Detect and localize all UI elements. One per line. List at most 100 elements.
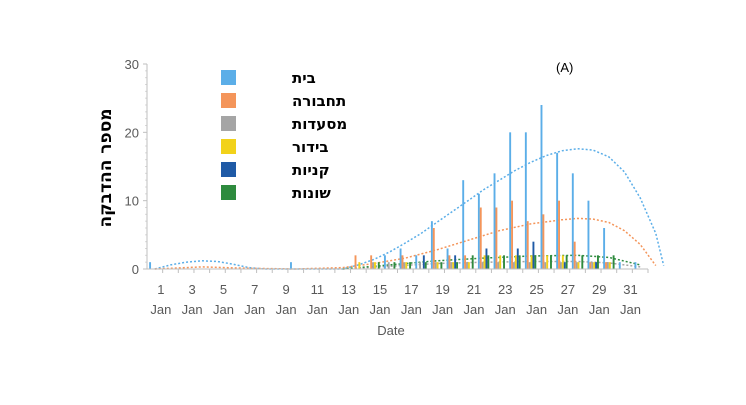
- bar: [534, 255, 537, 269]
- bar: [452, 262, 455, 269]
- bar: [591, 262, 594, 269]
- bar: [495, 207, 498, 269]
- bar: [419, 262, 421, 269]
- bar: [464, 255, 467, 269]
- bar: [606, 262, 609, 269]
- x-tick-label-day: 23: [498, 282, 512, 297]
- bar: [634, 262, 637, 269]
- bar: [422, 255, 425, 269]
- y-axis-ticks: 0 10 20 30: [125, 57, 147, 277]
- x-tick-label-day: 11: [311, 282, 325, 297]
- bar: [471, 255, 474, 269]
- bar: [372, 262, 375, 269]
- y-tick-label: 30: [125, 57, 139, 72]
- x-tick-label-month: Jan: [338, 302, 359, 317]
- x-tick-label-month: Jan: [244, 302, 265, 317]
- x-axis-label: Date: [377, 323, 404, 338]
- bar: [499, 255, 502, 269]
- bar: [587, 200, 590, 269]
- bar: [546, 255, 549, 269]
- legend: בית תחבורה מסעדות בידור קניות שונות: [221, 69, 347, 202]
- x-tick-label-month: Jan: [213, 302, 234, 317]
- bar: [479, 207, 482, 269]
- trendline: [154, 147, 665, 270]
- x-tick-labels: 1 Jan 3 Jan 5 Jan 7 Jan 9 Jan 11 Jan 13 Jan 15 Jan 17 Jan…: [150, 269, 649, 317]
- bar: [524, 132, 527, 269]
- bar: [577, 262, 580, 269]
- y-tick-label: 0: [132, 262, 139, 277]
- bar: [446, 248, 449, 269]
- bar: [571, 173, 574, 269]
- bar: [290, 262, 292, 269]
- bar: [430, 221, 433, 269]
- x-tick-label-day: 13: [341, 282, 355, 297]
- bar: [526, 221, 529, 269]
- legend-swatch: [221, 70, 236, 85]
- bar: [466, 262, 468, 269]
- bar: [532, 241, 535, 269]
- bar: [589, 262, 592, 269]
- bar: [401, 255, 404, 269]
- bar: [581, 255, 584, 269]
- legend-swatch: [221, 139, 236, 154]
- x-tick-label-day: 17: [404, 282, 418, 297]
- bar: [387, 262, 390, 269]
- x-tick-label-month: Jan: [182, 302, 203, 317]
- bar: [542, 214, 545, 269]
- x-tick-label-month: Jan: [370, 302, 391, 317]
- bar: [528, 262, 531, 269]
- bar: [477, 193, 480, 269]
- legend-label: מסעדות: [292, 115, 347, 133]
- bar: [424, 262, 427, 269]
- bar: [434, 262, 437, 269]
- bar: [487, 255, 490, 269]
- bar: [432, 228, 435, 269]
- y-tick-label: 10: [125, 194, 139, 209]
- x-tick-label-day: 7: [251, 282, 258, 297]
- bar: [530, 255, 533, 269]
- legend-label: תחבורה: [292, 92, 346, 110]
- bar: [467, 262, 470, 269]
- x-tick-label-month: Jan: [589, 302, 610, 317]
- legend-label: בידור: [292, 138, 329, 156]
- bar: [612, 255, 615, 269]
- bar: [518, 255, 521, 269]
- bar: [403, 262, 406, 269]
- bar: [540, 105, 543, 269]
- bar: [450, 262, 453, 269]
- legend-swatch: [221, 185, 236, 200]
- bar: [503, 255, 505, 269]
- bar: [358, 262, 361, 269]
- bar: [561, 255, 564, 269]
- bar: [516, 248, 519, 269]
- bar: [497, 262, 500, 269]
- bar: [558, 200, 560, 269]
- bar: [563, 262, 566, 269]
- bar: [454, 255, 457, 269]
- legend-label: קניות: [292, 161, 330, 179]
- bar: [383, 255, 386, 269]
- bar: [595, 262, 597, 269]
- bar: [593, 262, 596, 269]
- x-tick-label-day: 31: [623, 282, 637, 297]
- bar: [485, 248, 488, 269]
- bar: [573, 241, 576, 269]
- bar: [440, 262, 443, 269]
- y-axis-label: מספר ההדבקה: [96, 108, 116, 227]
- bar: [514, 255, 517, 269]
- panel-label: (A): [556, 60, 573, 75]
- bar: [483, 255, 486, 269]
- bar: [462, 180, 465, 269]
- x-tick-label-month: Jan: [495, 302, 516, 317]
- bar: [436, 262, 439, 269]
- x-tick-label-day: 27: [561, 282, 575, 297]
- bar: [415, 255, 418, 269]
- x-tick-label-day: 9: [282, 282, 289, 297]
- x-tick-label-day: 29: [592, 282, 606, 297]
- x-tick-label-day: 15: [373, 282, 387, 297]
- x-tick-label-day: 3: [189, 282, 196, 297]
- bar: [544, 262, 547, 269]
- bar: [556, 152, 559, 269]
- bar: [513, 262, 515, 269]
